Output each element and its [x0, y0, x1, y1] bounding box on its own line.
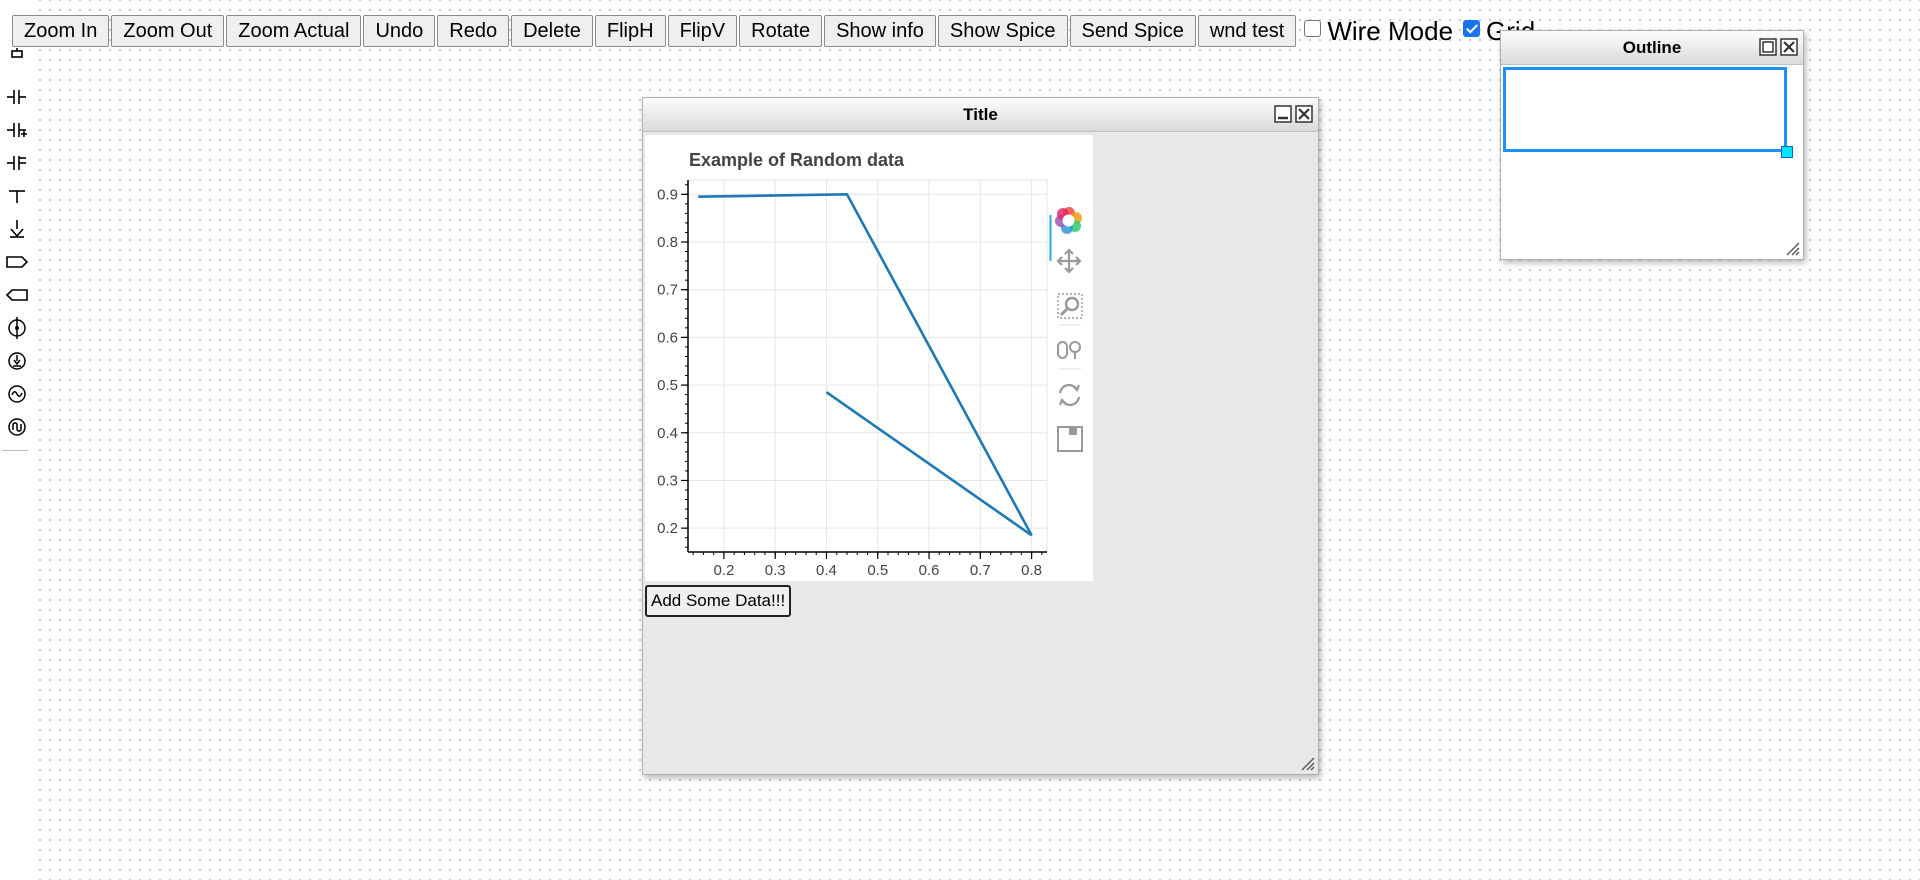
data-series-line — [698, 192, 1033, 537]
input-port-icon[interactable] — [4, 279, 30, 312]
maximize-icon[interactable] — [1759, 38, 1777, 56]
save-icon[interactable] — [1057, 426, 1083, 452]
pan-icon[interactable] — [1056, 248, 1082, 274]
chart-title: Example of Random data — [689, 150, 905, 170]
outline-window-title: Outline — [1622, 38, 1682, 57]
plot-frame — [687, 179, 1048, 553]
wire-mode-toggle[interactable]: Wire Mode — [1304, 16, 1453, 47]
wire-mode-label: Wire Mode — [1327, 15, 1454, 46]
ac-source-icon[interactable] — [4, 378, 30, 411]
outline-canvas[interactable] — [1501, 66, 1801, 256]
variable-capacitor-icon[interactable] — [4, 147, 30, 180]
zoom-in-button[interactable]: Zoom In — [12, 15, 110, 47]
resistor-icon[interactable] — [4, 48, 30, 81]
box-zoom-icon[interactable] — [1057, 293, 1083, 319]
x-tick-label: 0.7 — [970, 562, 991, 579]
dependent-source-icon[interactable] — [4, 345, 30, 378]
grid-checkbox[interactable] — [1463, 19, 1481, 37]
y-tick-label: 0.5 — [657, 377, 678, 394]
resize-grip-icon[interactable] — [1299, 755, 1315, 771]
outline-window-titlebar[interactable]: Outline — [1501, 31, 1803, 65]
y-tick-label: 0.2 — [657, 520, 678, 537]
wheel-zoom-icon[interactable] — [1057, 341, 1081, 359]
capacitor-icon[interactable] — [4, 81, 30, 114]
fliph-button[interactable]: FlipH — [594, 15, 666, 47]
plot-tools — [1049, 207, 1083, 452]
plot-window-titlebar[interactable]: Title — [643, 98, 1318, 132]
zoom-actual-button[interactable]: Zoom Actual — [226, 15, 362, 47]
resize-grip-icon[interactable] — [1784, 240, 1800, 256]
plot-window[interactable]: Title Example of Random data 0.2 0.3 0.4 0.… — [642, 97, 1319, 775]
outline-window[interactable]: Outline — [1500, 30, 1804, 260]
close-icon[interactable] — [1780, 38, 1798, 56]
reset-icon[interactable] — [1058, 383, 1081, 407]
delete-button[interactable]: Delete — [511, 15, 593, 47]
plot-panel: Example of Random data 0.2 0.3 0.4 0.5 0.6 0.… — [645, 135, 1093, 581]
outline-resize-handle[interactable] — [1781, 146, 1793, 158]
y-tick-label: 0.4 — [657, 425, 678, 442]
flipv-button[interactable]: FlipV — [667, 15, 738, 47]
chart-series — [698, 192, 1033, 537]
wire-mode-checkbox[interactable] — [1304, 19, 1322, 37]
current-source-icon[interactable] — [4, 312, 30, 345]
pulse-source-icon[interactable] — [4, 411, 30, 444]
ground-icon[interactable] — [4, 213, 30, 246]
redo-button[interactable]: Redo — [437, 15, 510, 47]
x-tick-label: 0.2 — [713, 562, 734, 579]
x-tick-label: 0.8 — [1021, 562, 1042, 579]
main-toolbar: Zoom In Zoom Out Zoom Actual Undo Redo D… — [12, 15, 1539, 47]
palette-panel-background — [0, 0, 34, 880]
wnd-test-button[interactable]: wnd test — [1197, 15, 1297, 47]
y-tick-label: 0.7 — [657, 282, 678, 299]
minimize-icon[interactable] — [1274, 105, 1292, 123]
chart-axes: 0.2 0.3 0.4 0.5 0.6 0.7 0.8 0.2 0.3 0.4 0.5 0.6 0.7 0… — [657, 180, 1047, 579]
y-tick-label: 0.3 — [657, 472, 678, 489]
y-tick-label: 0.8 — [657, 234, 678, 251]
x-tick-label: 0.4 — [816, 562, 837, 579]
terminal-icon[interactable] — [4, 180, 30, 213]
polarized-capacitor-icon[interactable] — [4, 114, 30, 147]
y-tick-label: 0.9 — [657, 186, 678, 203]
rotate-button[interactable]: Rotate — [739, 15, 823, 47]
show-spice-button[interactable]: Show Spice — [937, 15, 1068, 47]
component-palette — [4, 48, 32, 444]
bokeh-logo-icon[interactable] — [1055, 207, 1082, 234]
x-tick-label: 0.3 — [765, 562, 786, 579]
x-tick-label: 0.5 — [867, 562, 888, 579]
show-info-button[interactable]: Show info — [824, 15, 936, 47]
add-data-button[interactable]: Add Some Data!!! — [645, 585, 792, 617]
plot-window-title: Title — [963, 105, 998, 124]
outline-viewport[interactable] — [1503, 67, 1787, 152]
chart-gridlines — [687, 179, 1048, 553]
output-port-icon[interactable] — [4, 246, 30, 279]
send-spice-button[interactable]: Send Spice — [1069, 15, 1196, 47]
undo-button[interactable]: Undo — [363, 15, 436, 47]
zoom-out-button[interactable]: Zoom Out — [111, 15, 225, 47]
line-chart[interactable]: Example of Random data 0.2 0.3 0.4 0.5 0.6 0.… — [645, 135, 1093, 581]
y-tick-label: 0.6 — [657, 329, 678, 346]
palette-divider — [2, 450, 28, 451]
close-icon[interactable] — [1295, 105, 1313, 123]
x-tick-label: 0.6 — [919, 562, 940, 579]
